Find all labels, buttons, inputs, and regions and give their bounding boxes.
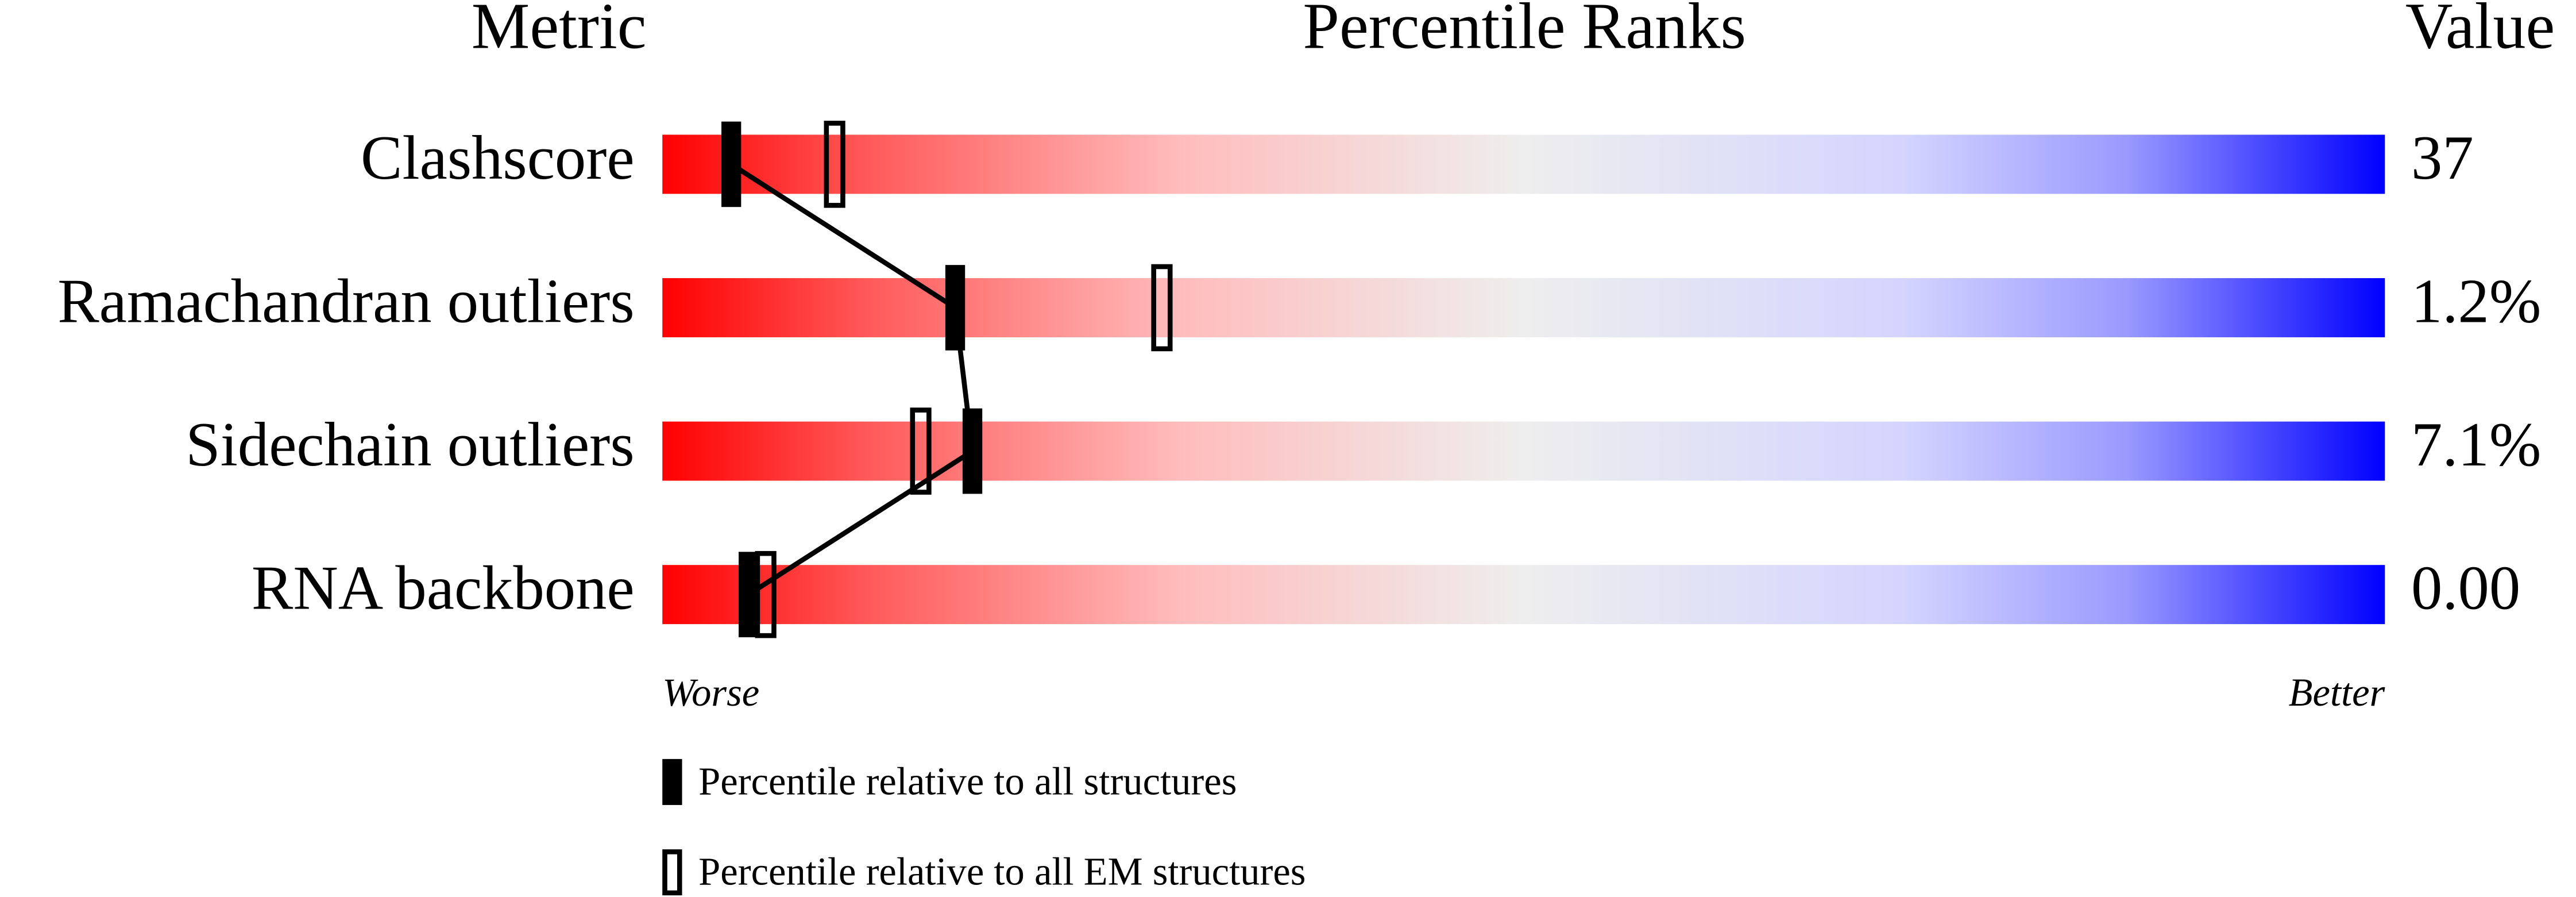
better-label: Better: [2289, 671, 2385, 714]
legend-label: Percentile relative to all structures: [698, 759, 1237, 803]
connector-line: [729, 162, 975, 597]
legend-swatch: [662, 759, 682, 805]
metric-label: Ramachandran outliers: [57, 267, 634, 336]
em-structures-marker: [910, 407, 932, 495]
legend-swatch: [662, 849, 682, 896]
all-structures-marker: [739, 552, 759, 637]
value-header: Value: [2405, 0, 2555, 62]
metric-value: 7.1%: [2411, 410, 2541, 479]
percentile-bar: [662, 134, 2385, 194]
metric-value: 37: [2411, 124, 2474, 193]
metric-value: 0.00: [2411, 554, 2520, 623]
all-structures-marker: [945, 265, 965, 351]
metric-label: RNA backbone: [252, 554, 635, 623]
ranks-header: Percentile Ranks: [1303, 0, 1746, 62]
metric-header: Metric: [472, 0, 647, 62]
metric-label: Clashscore: [361, 124, 635, 193]
metric-label: Sidechain outliers: [186, 410, 634, 479]
em-structures-marker: [1151, 264, 1173, 352]
worse-label: Worse: [662, 671, 759, 714]
all-structures-marker: [721, 121, 741, 207]
percentile-bar: [662, 421, 2385, 481]
metric-value: 1.2%: [2411, 267, 2541, 336]
legend-label: Percentile relative to all EM structures: [698, 850, 1306, 894]
em-structures-marker: [824, 121, 845, 208]
percentile-bar: [662, 565, 2385, 625]
all-structures-marker: [962, 408, 983, 494]
